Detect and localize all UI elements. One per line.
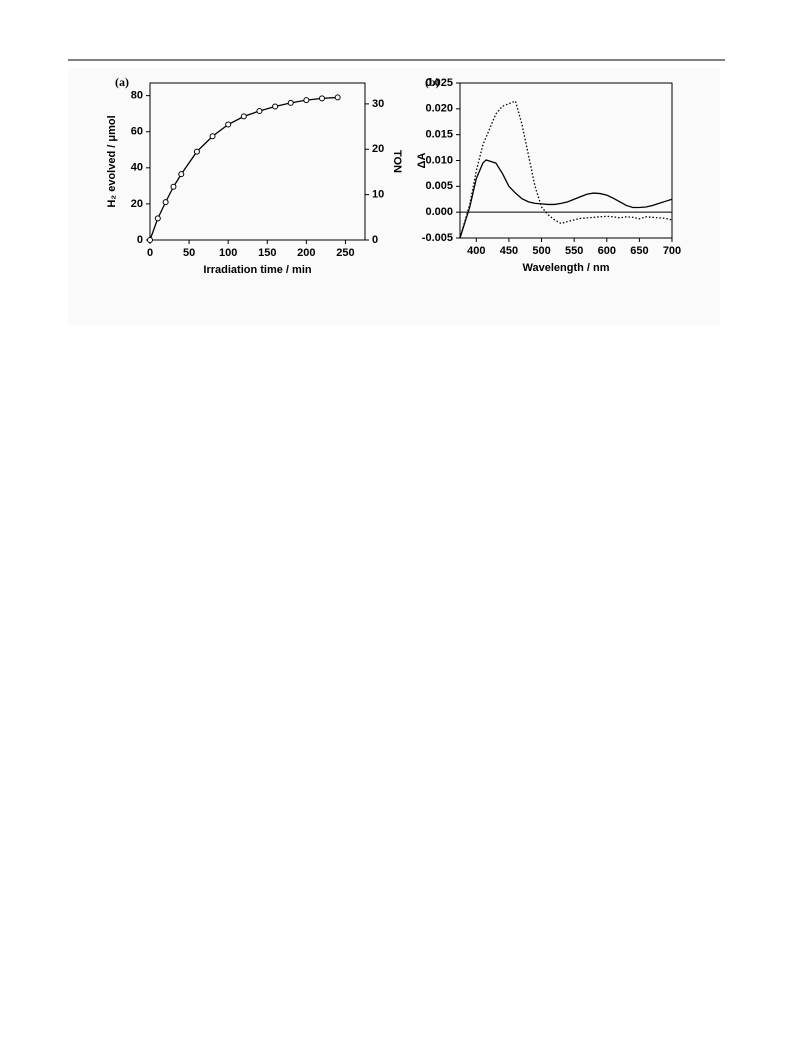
y-tick-label: 0.025 [425,77,453,89]
data-point [193,148,200,155]
x-tick-label: 450 [500,245,518,257]
data-line [459,100,673,239]
panel-label: (a) [115,75,129,89]
data-point [287,99,294,106]
y-tick-label: -0.005 [422,232,453,244]
data-point [162,199,169,206]
data-line [459,159,673,239]
y2-tick-label: 30 [372,98,384,110]
data-point [272,103,279,110]
x-tick-label: 250 [336,247,354,259]
data-point [154,215,161,222]
x-axis-label: Irradiation time / min [203,264,311,276]
y-tick-label: 0.015 [425,129,453,141]
data-point [303,97,310,104]
x-tick-label: 200 [297,247,315,259]
x-tick-label: 0 [147,247,153,259]
x-tick-label: 700 [663,245,681,257]
y-axis-label: H₂ evolved / μmol [106,115,118,207]
data-point [209,133,216,140]
x-tick-label: 100 [219,247,237,259]
y-tick-label: 80 [131,90,143,102]
y2-axis-label: TON [391,150,403,173]
figure-background [68,68,720,325]
y2-tick-label: 0 [372,234,378,246]
x-tick-label: 650 [630,245,648,257]
data-point [319,95,325,102]
y-axis-label: ΔA [416,153,428,169]
x-tick-label: 50 [183,247,195,259]
data-point [334,94,341,101]
y-tick-label: 0.005 [425,180,453,192]
x-axis-label: Wavelength / nm [523,262,610,274]
data-point [225,121,232,128]
data-point [178,171,185,178]
y-tick-label: 0.000 [425,206,453,218]
y-tick-label: 0.020 [425,103,453,115]
x-tick-label: 150 [258,247,276,259]
y2-tick-label: 10 [372,189,384,201]
y2-tick-label: 20 [372,143,384,155]
y-tick-label: 20 [131,198,143,210]
data-point [256,107,263,114]
plot-frame [459,82,673,239]
y-tick-label: 0 [137,234,143,246]
panel-label: (b) [425,75,440,89]
x-tick-label: 500 [532,245,550,257]
y-tick-label: 60 [131,126,143,138]
x-tick-label: 400 [467,245,485,257]
data-point [240,113,247,120]
y-tick-label: 0.010 [425,154,453,166]
x-tick-label: 600 [598,245,616,257]
x-tick-label: 550 [565,245,583,257]
data-point [170,183,177,190]
data-point [147,237,153,243]
y-tick-label: 40 [131,162,143,174]
plot-frame [149,82,366,241]
